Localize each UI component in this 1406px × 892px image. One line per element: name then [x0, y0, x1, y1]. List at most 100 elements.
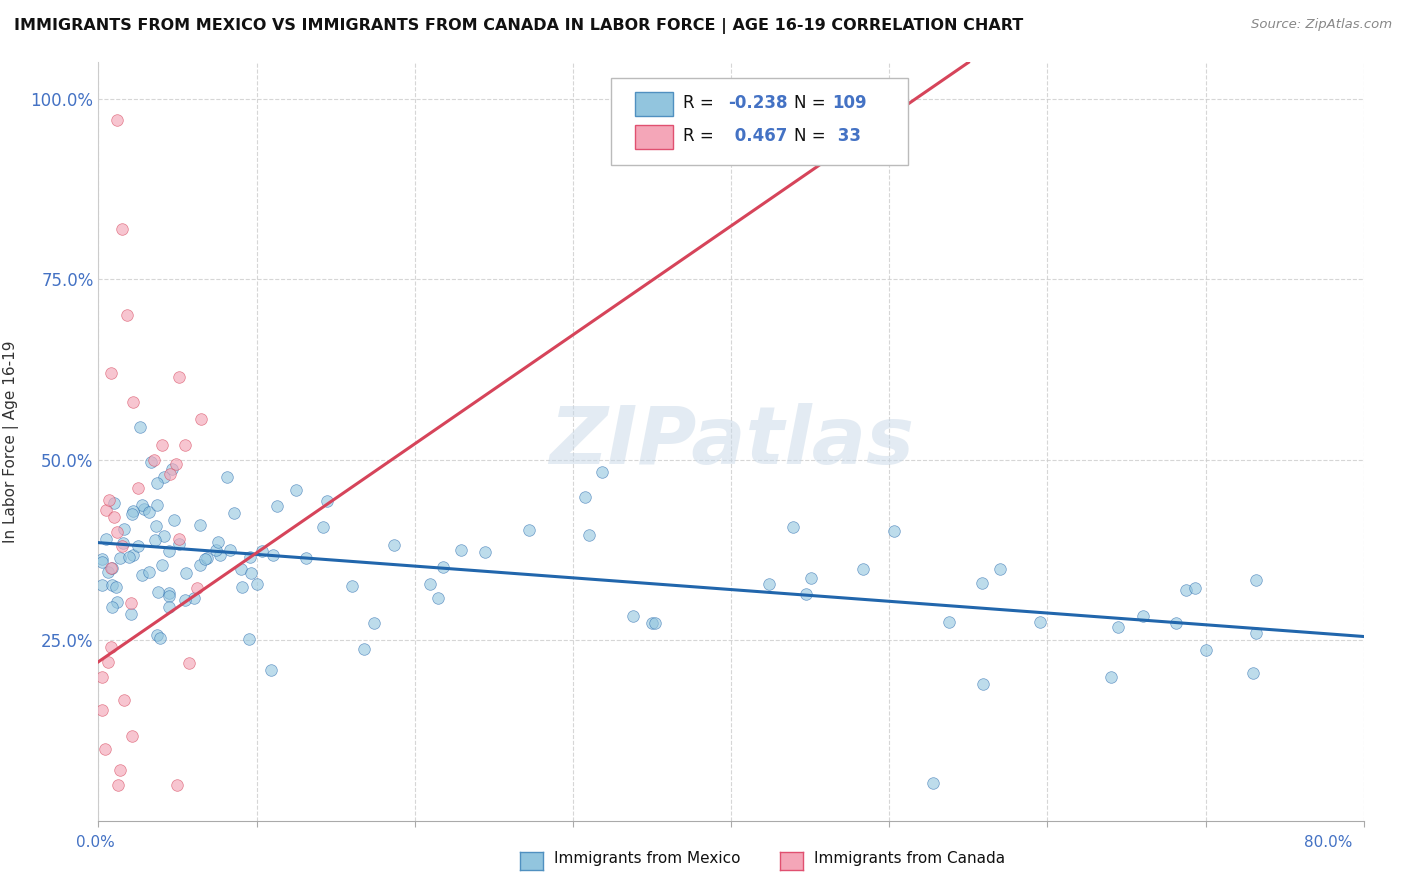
Point — [120, 596, 142, 610]
Point — [90, 578, 112, 592]
Point — [157, 589, 180, 603]
Point — [174, 566, 197, 580]
Point — [1175, 582, 1198, 597]
Point — [159, 467, 181, 481]
Point — [127, 539, 149, 553]
Point — [157, 600, 180, 615]
Point — [90, 555, 112, 569]
Point — [167, 533, 190, 547]
Point — [142, 452, 165, 467]
Point — [794, 587, 817, 601]
Point — [141, 455, 163, 469]
Point — [419, 576, 441, 591]
Point — [112, 522, 135, 536]
Point — [131, 568, 153, 582]
Point — [938, 615, 960, 629]
Point — [121, 507, 143, 521]
Point — [1246, 625, 1268, 640]
Text: 109: 109 — [832, 95, 868, 112]
Point — [260, 663, 283, 677]
Text: Source: ZipAtlas.com: Source: ZipAtlas.com — [1251, 18, 1392, 31]
Point — [190, 518, 212, 533]
Point — [100, 366, 122, 380]
Point — [240, 566, 263, 581]
Point — [231, 562, 253, 576]
Point — [167, 537, 190, 551]
Point — [138, 565, 160, 579]
Point — [174, 438, 197, 452]
Point — [132, 502, 155, 516]
Point — [145, 475, 167, 490]
Point — [112, 693, 135, 707]
Point — [266, 500, 288, 514]
Text: Immigrants from Canada: Immigrants from Canada — [814, 851, 1005, 865]
Point — [105, 595, 128, 609]
FancyBboxPatch shape — [610, 78, 908, 165]
Point — [222, 507, 245, 521]
Point — [621, 608, 644, 623]
Point — [94, 532, 117, 546]
Point — [103, 496, 125, 510]
Point — [1241, 665, 1264, 680]
Point — [118, 549, 141, 564]
Point — [90, 552, 112, 566]
Point — [97, 655, 120, 669]
Point — [115, 308, 138, 322]
Text: 0.467: 0.467 — [728, 127, 787, 145]
Point — [166, 457, 188, 471]
Point — [143, 533, 166, 548]
Point — [107, 778, 129, 792]
Point — [353, 642, 375, 657]
Point — [120, 607, 142, 622]
Point — [382, 538, 405, 552]
Text: N =: N = — [794, 95, 831, 112]
Point — [988, 562, 1011, 576]
Text: 0.0%: 0.0% — [76, 836, 115, 850]
Point — [111, 221, 134, 235]
Point — [204, 542, 226, 557]
Text: IMMIGRANTS FROM MEXICO VS IMMIGRANTS FROM CANADA IN LABOR FORCE | AGE 16-19 CORR: IMMIGRANTS FROM MEXICO VS IMMIGRANTS FRO… — [14, 18, 1024, 34]
Point — [1029, 615, 1052, 630]
Point — [342, 579, 364, 593]
Point — [972, 677, 994, 691]
Text: R =: R = — [683, 95, 718, 112]
Point — [146, 628, 169, 642]
Point — [294, 551, 316, 566]
Point — [758, 577, 780, 591]
Point — [122, 394, 145, 409]
Point — [1184, 582, 1206, 596]
Point — [121, 729, 143, 743]
Point — [100, 561, 122, 575]
Point — [363, 616, 385, 631]
Point — [250, 544, 273, 558]
Point — [426, 591, 449, 605]
Point — [246, 577, 269, 591]
Point — [209, 548, 232, 562]
Point — [1099, 669, 1122, 683]
Point — [231, 580, 253, 594]
Point — [800, 570, 823, 584]
Point — [578, 527, 600, 541]
Point — [108, 763, 131, 777]
Point — [146, 498, 169, 512]
Point — [167, 370, 190, 384]
Point — [100, 640, 122, 654]
Point — [97, 493, 120, 508]
Point — [432, 560, 454, 574]
Point — [149, 631, 172, 645]
Point — [94, 742, 117, 756]
Y-axis label: In Labor Force | Age 16-19: In Labor Force | Age 16-19 — [3, 340, 20, 543]
Point — [188, 558, 211, 572]
Point — [111, 539, 134, 553]
Point — [474, 544, 496, 558]
Point — [1132, 608, 1154, 623]
Point — [591, 465, 613, 479]
Point — [215, 469, 238, 483]
Point — [145, 518, 167, 533]
Point — [174, 593, 197, 607]
FancyBboxPatch shape — [636, 92, 673, 116]
Point — [262, 548, 284, 562]
Point — [163, 513, 186, 527]
Point — [101, 599, 124, 614]
Point — [153, 470, 176, 484]
